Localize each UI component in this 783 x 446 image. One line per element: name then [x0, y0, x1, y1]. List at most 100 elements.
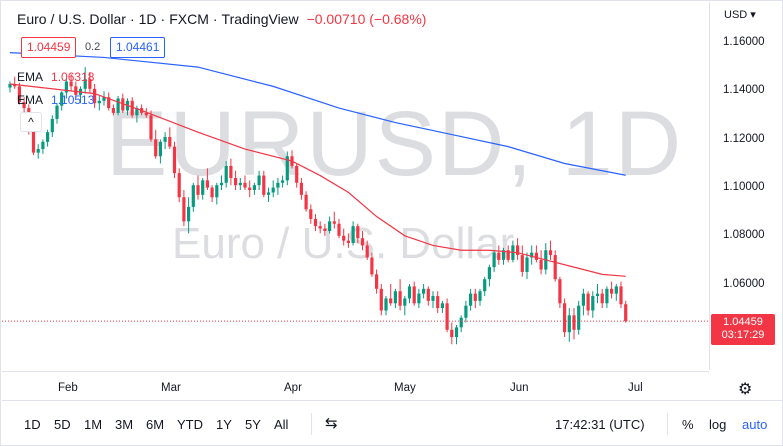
candle-body	[431, 296, 435, 301]
candle-body	[276, 182, 280, 188]
candle-body	[102, 97, 106, 101]
candle-body	[135, 108, 139, 116]
candle-body	[417, 293, 421, 304]
range-1y-button[interactable]: 1Y	[216, 417, 232, 432]
candle-body	[318, 226, 322, 229]
range-1d-button[interactable]: 1D	[24, 417, 41, 432]
candle-body	[436, 296, 440, 309]
candle-body	[187, 206, 191, 222]
candle-body	[31, 129, 36, 153]
time-axis[interactable]: Feb Mar Apr May Jun Jul	[2, 371, 709, 399]
price-change: −0.00710 (−0.68%)	[306, 11, 427, 27]
candle-body	[398, 291, 402, 306]
indicator-value: 1.10513	[51, 93, 95, 107]
time-tick: Jul	[628, 382, 643, 394]
auto-scale-button[interactable]: auto	[742, 417, 768, 432]
candle-body	[365, 245, 369, 258]
candle-body	[313, 218, 318, 227]
bar-countdown: 03:17:29	[721, 329, 765, 341]
candle-body	[229, 165, 233, 178]
candle-body	[356, 226, 360, 239]
candle-body	[262, 175, 266, 195]
clock-timezone[interactable]: 17:42:31 (UTC)	[555, 417, 645, 432]
candle-body	[379, 288, 383, 311]
collapse-legend-button[interactable]: ^	[20, 112, 42, 132]
candle-body	[346, 240, 350, 244]
candle-body	[337, 223, 341, 236]
candle-body	[492, 252, 496, 268]
chart-pane[interactable]: EURUSD, 1D Euro / U.S. Dollar Euro / U.S…	[2, 2, 709, 370]
candle-body	[22, 102, 26, 109]
range-5d-button[interactable]: 5D	[54, 417, 71, 432]
date-range-icon[interactable]: ⇆	[325, 415, 338, 432]
price-tick: 1.06000	[723, 278, 765, 290]
candle-body	[572, 315, 576, 330]
candle-body	[219, 182, 224, 186]
time-tick: Apr	[284, 382, 302, 394]
range-ytd-button[interactable]: YTD	[177, 417, 203, 432]
range-5y-button[interactable]: 5Y	[245, 417, 261, 432]
candle-body	[55, 105, 59, 119]
range-3m-button[interactable]: 3M	[115, 417, 134, 432]
candle-body	[459, 317, 463, 328]
exchange-label: FXCM	[169, 11, 209, 27]
candle-body	[46, 132, 50, 142]
candle-body	[548, 250, 553, 256]
buy-price-button[interactable]: 1.04461	[110, 37, 166, 58]
sell-price-button[interactable]: 1.04459	[21, 37, 77, 58]
candle-body	[384, 298, 388, 311]
range-1m-button[interactable]: 1M	[84, 417, 103, 432]
candle-body	[257, 175, 261, 186]
time-tick: Mar	[161, 382, 181, 394]
candle-body	[534, 252, 538, 260]
candle-body	[375, 274, 379, 289]
candle-body	[595, 293, 600, 297]
candle-body	[586, 293, 590, 311]
ema-slow-line	[9, 52, 626, 176]
candle-body	[163, 136, 167, 142]
candle-body	[412, 286, 416, 304]
chevron-down-icon: ▾	[750, 9, 756, 21]
candle-body	[234, 177, 238, 186]
candle-body	[426, 288, 430, 301]
ema-fast-legend[interactable]: EMA 1.06318	[17, 70, 94, 84]
log-scale-button[interactable]: log	[709, 417, 727, 432]
candle-body	[501, 250, 506, 260]
interval-label[interactable]: 1D	[138, 11, 157, 27]
candle-body	[210, 187, 214, 198]
candle-body	[497, 252, 501, 260]
spread-value: 0.2	[85, 41, 101, 53]
currency-label: USD	[724, 9, 748, 21]
candle-body	[8, 83, 12, 88]
price-tick: 1.14000	[723, 84, 765, 96]
candle-body	[168, 136, 172, 147]
candle-body	[121, 98, 125, 111]
candle-body	[445, 303, 449, 330]
ema-slow-legend[interactable]: EMA 1.10513	[17, 93, 94, 107]
candle-body	[624, 304, 628, 322]
price-axis[interactable]: USD ▾ 1.16000 1.14000 1.12000 1.10000 1.…	[709, 2, 783, 370]
chart-canvas[interactable]	[2, 2, 709, 370]
last-price-value: 1.04459	[723, 316, 763, 328]
candle-body	[191, 185, 195, 207]
candle-body	[36, 149, 40, 153]
currency-select[interactable]: USD ▾	[724, 8, 756, 21]
candle-body	[581, 293, 585, 306]
candle-body	[88, 79, 92, 89]
candle-body	[610, 288, 614, 294]
candle-body	[182, 197, 186, 222]
range-all-button[interactable]: All	[274, 417, 289, 432]
candle-body	[93, 88, 97, 104]
symbol-name[interactable]: Euro / U.S. Dollar	[17, 11, 126, 27]
ema-fast-line	[9, 83, 626, 277]
candle-body	[271, 187, 275, 193]
percent-scale-button[interactable]: %	[682, 417, 694, 432]
candle-body	[393, 291, 397, 304]
candle-body	[605, 288, 609, 304]
range-6m-button[interactable]: 6M	[146, 417, 165, 432]
candle-body	[50, 118, 54, 133]
gear-icon[interactable]: ⚙	[738, 381, 753, 398]
time-tick: Jun	[510, 382, 529, 394]
header-separator: ·	[212, 11, 218, 27]
candle-body	[266, 192, 271, 195]
